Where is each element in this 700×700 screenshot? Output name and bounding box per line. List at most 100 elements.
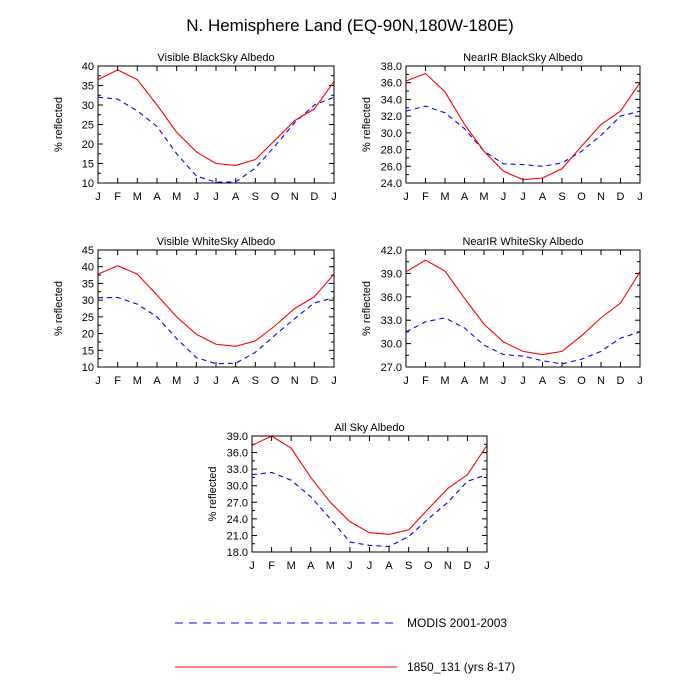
y-tick-label: 10: [82, 362, 94, 374]
legend: MODIS 2001-2003 1850_131 (yrs 8-17): [175, 616, 515, 674]
y-tick-label: 27.0: [227, 497, 248, 509]
x-tick-label: J: [331, 191, 337, 203]
panel-2: NearIR BlackSky Albedo % reflected 24.0 26.…: [361, 52, 643, 203]
x-tick-label: M: [172, 375, 181, 387]
series-modis-line: [405, 105, 641, 167]
x-tick-label: S: [558, 375, 565, 387]
panel-title: NearIR WhiteSky Albedo: [462, 236, 583, 248]
y-axis-label: % reflected: [53, 97, 65, 152]
x-tick-label: J: [95, 375, 101, 387]
x-tick-label: O: [577, 191, 586, 203]
x-tick-label: F: [114, 375, 121, 387]
y-tick-label: 30.0: [381, 339, 402, 351]
series-modis-line: [97, 96, 335, 183]
y-tick-label: 20: [82, 329, 94, 341]
x-tick-label: O: [271, 191, 280, 203]
y-tick-label: 35: [82, 81, 94, 93]
x-tick-label: J: [484, 560, 490, 572]
series-modis-line: [97, 296, 335, 365]
y-axis-label: % reflected: [361, 281, 373, 336]
x-tick-label: A: [153, 191, 161, 203]
x-tick-label: S: [405, 560, 412, 572]
x-tick-label: F: [268, 560, 275, 572]
x-tick-label: J: [637, 375, 643, 387]
plot-frame: [405, 249, 641, 368]
x-tick-label: A: [232, 191, 240, 203]
y-tick-label: 21.0: [227, 530, 248, 542]
x-tick-label: A: [385, 560, 393, 572]
figure-title: N. Hemisphere Land (EQ-90N,180W-180E): [186, 16, 514, 35]
x-tick-label: M: [133, 191, 142, 203]
x-tick-label: D: [310, 375, 318, 387]
x-tick-label: D: [617, 191, 625, 203]
y-tick-label: 33.0: [227, 464, 248, 476]
y-tick-label: 24.0: [381, 178, 402, 190]
x-tick-label: O: [271, 375, 280, 387]
x-tick-label: F: [114, 191, 121, 203]
plot-frame: [251, 435, 488, 553]
panel-title: Visible WhiteSky Albedo: [157, 236, 275, 248]
y-tick-label: 36.0: [381, 78, 402, 90]
x-tick-label: O: [577, 375, 586, 387]
y-tick-label: 30: [82, 295, 94, 307]
y-tick-label: 15: [82, 159, 94, 171]
x-tick-label: S: [252, 375, 259, 387]
x-tick-label: J: [520, 375, 526, 387]
series-model-line: [405, 259, 641, 356]
y-tick-label: 39.0: [227, 431, 248, 443]
x-tick-label: J: [194, 191, 200, 203]
x-tick-label: D: [310, 191, 318, 203]
y-tick-label: 32.0: [381, 111, 402, 123]
panel-title: All Sky Albedo: [334, 422, 404, 434]
chart-panels: Visible BlackSky Albedo % reflected 10 15 20…: [53, 52, 643, 572]
x-tick-label: D: [617, 375, 625, 387]
x-tick-label: A: [232, 375, 240, 387]
x-tick-label: A: [539, 375, 547, 387]
plot-frame: [405, 65, 641, 184]
y-tick-label: 20: [82, 139, 94, 151]
x-tick-label: M: [133, 375, 142, 387]
x-tick-label: M: [287, 560, 296, 572]
y-tick-label: 42.0: [381, 245, 402, 257]
y-tick-label: 40: [82, 262, 94, 274]
series-modis-line: [405, 317, 641, 365]
y-axis-label: % reflected: [207, 466, 219, 521]
y-axis-label: % reflected: [53, 281, 65, 336]
x-tick-label: N: [291, 191, 299, 203]
x-tick-label: O: [424, 560, 433, 572]
x-tick-label: J: [367, 560, 373, 572]
series-model-line: [251, 435, 488, 535]
x-tick-label: N: [291, 375, 299, 387]
series-model-line: [405, 72, 641, 181]
x-tick-label: D: [463, 560, 471, 572]
x-tick-label: J: [501, 375, 507, 387]
x-tick-label: N: [597, 191, 605, 203]
plot-frame: [97, 65, 335, 184]
panel-title: Visible BlackSky Albedo: [157, 52, 274, 64]
y-tick-label: 38.0: [381, 61, 402, 73]
y-tick-label: 30.0: [381, 128, 402, 140]
x-tick-label: J: [347, 560, 353, 572]
y-tick-label: 27.0: [381, 362, 402, 374]
y-tick-label: 26.0: [381, 161, 402, 173]
series-model-line: [97, 265, 335, 347]
x-tick-label: A: [461, 191, 469, 203]
panel-title: NearIR BlackSky Albedo: [463, 52, 583, 64]
y-tick-label: 10: [82, 178, 94, 190]
x-tick-label: J: [213, 191, 219, 203]
y-tick-label: 39.0: [381, 268, 402, 280]
series-modis-line: [251, 471, 488, 548]
x-tick-label: J: [331, 375, 337, 387]
y-tick-label: 40: [82, 61, 94, 73]
panel-1: Visible BlackSky Albedo % reflected 10 15 20…: [53, 52, 337, 203]
x-tick-label: S: [252, 191, 259, 203]
x-tick-label: J: [501, 191, 507, 203]
x-tick-label: A: [539, 191, 547, 203]
y-tick-label: 30.0: [227, 481, 248, 493]
x-tick-label: M: [479, 191, 488, 203]
x-tick-label: M: [440, 375, 449, 387]
panel-4: NearIR WhiteSky Albedo % reflected 27.0 30.…: [361, 236, 643, 387]
x-tick-label: J: [520, 191, 526, 203]
x-tick-label: J: [194, 375, 200, 387]
